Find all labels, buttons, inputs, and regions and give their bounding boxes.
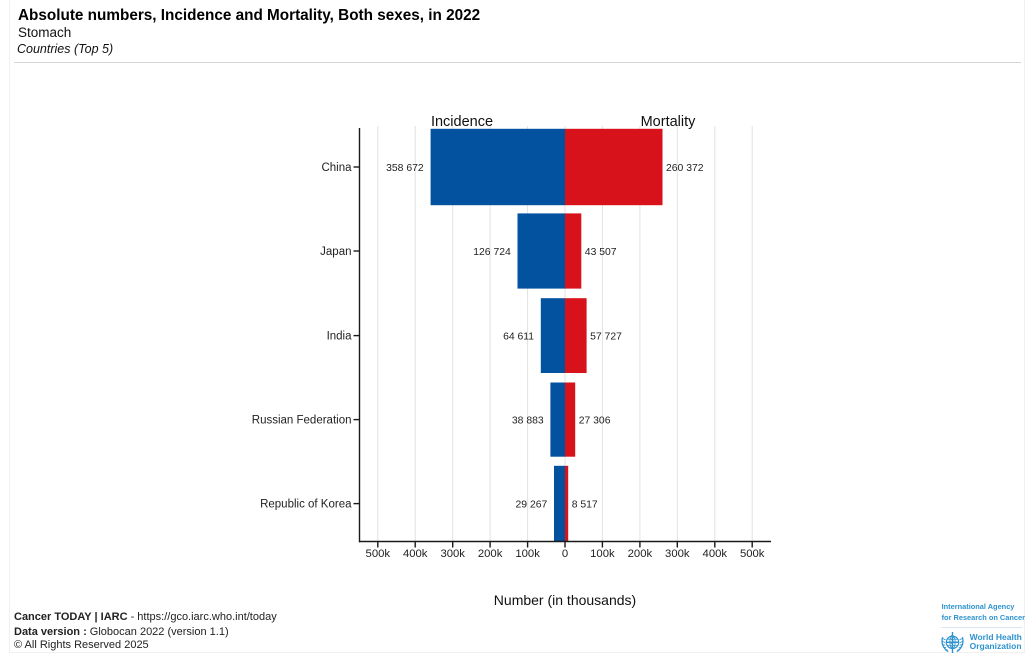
svg-text:Incidence: Incidence — [431, 114, 493, 130]
svg-text:300k: 300k — [665, 548, 690, 560]
svg-text:Japan: Japan — [320, 246, 351, 258]
svg-text:100k: 100k — [515, 548, 540, 560]
svg-text:China: China — [321, 162, 352, 174]
svg-text:38 883: 38 883 — [512, 415, 544, 426]
svg-text:200k: 200k — [628, 548, 653, 560]
svg-text:Mortality: Mortality — [641, 114, 697, 130]
svg-text:Number (in thousands): Number (in thousands) — [494, 592, 636, 608]
svg-text:260 372: 260 372 — [666, 163, 704, 174]
svg-text:57 727: 57 727 — [590, 331, 622, 342]
svg-text:8 517: 8 517 — [572, 499, 598, 510]
svg-text:Republic of Korea: Republic of Korea — [260, 498, 352, 510]
svg-text:India: India — [327, 330, 353, 342]
svg-text:Russian Federation: Russian Federation — [252, 414, 352, 426]
svg-text:300k: 300k — [440, 548, 465, 560]
svg-text:29 267: 29 267 — [516, 499, 548, 510]
svg-text:43 507: 43 507 — [585, 247, 617, 258]
svg-text:100k: 100k — [590, 548, 615, 560]
svg-text:0: 0 — [562, 548, 568, 560]
svg-text:400k: 400k — [403, 548, 428, 560]
svg-text:27 306: 27 306 — [579, 415, 611, 426]
svg-text:64 611: 64 611 — [503, 331, 534, 342]
svg-text:500k: 500k — [366, 548, 391, 560]
svg-text:200k: 200k — [478, 548, 503, 560]
svg-text:126 724: 126 724 — [473, 247, 511, 258]
svg-text:500k: 500k — [740, 548, 765, 560]
svg-text:400k: 400k — [703, 548, 728, 560]
svg-text:358 672: 358 672 — [386, 163, 424, 174]
